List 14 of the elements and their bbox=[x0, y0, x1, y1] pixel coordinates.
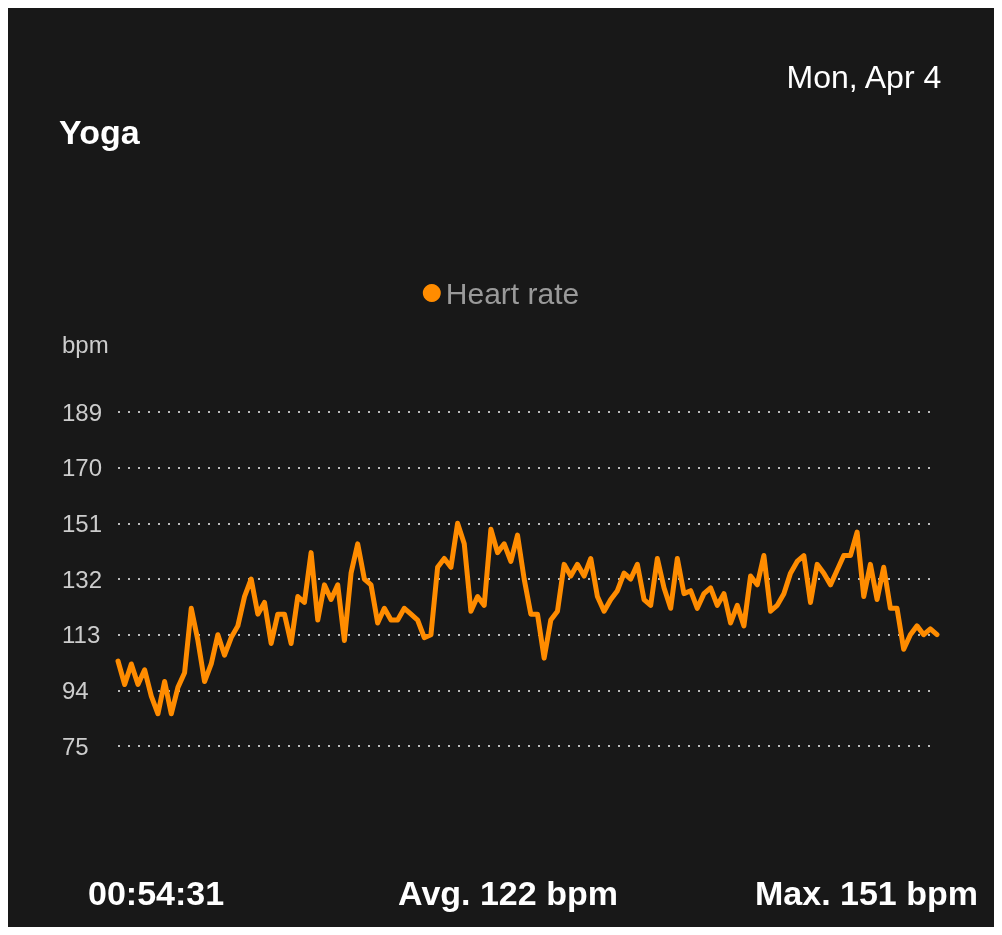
y-tick-label: 189 bbox=[62, 398, 103, 426]
y-tick-label: 94 bbox=[62, 676, 89, 704]
text: 00:54:31 bbox=[88, 874, 225, 912]
legend-label: Heart rate bbox=[445, 276, 580, 310]
chart-title: Yoga bbox=[59, 113, 141, 151]
y-tick-label: 75 bbox=[62, 732, 89, 760]
y-tick-label: 113 bbox=[62, 621, 101, 649]
y-tick-label: 132 bbox=[62, 565, 103, 593]
y-tick-label: 151 bbox=[62, 509, 103, 537]
y-axis-title: bpm bbox=[62, 330, 109, 358]
chart-subtitle: Mon, Apr 4 bbox=[786, 59, 942, 95]
text: Max. 151 bpm bbox=[755, 874, 978, 912]
text: Avg. 122 bpm bbox=[398, 874, 618, 912]
y-tick-label: 170 bbox=[62, 454, 103, 482]
